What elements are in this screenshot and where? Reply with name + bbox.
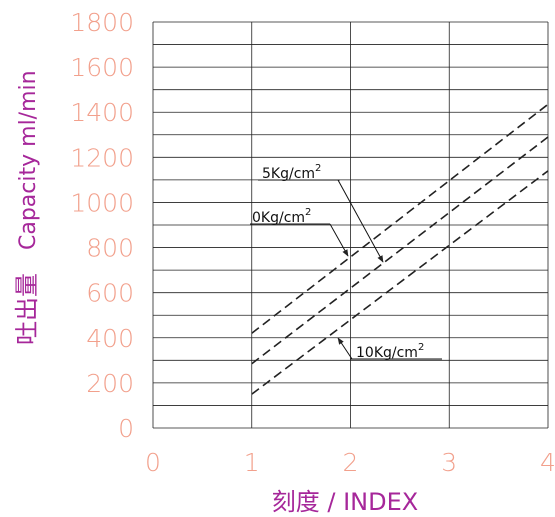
y-tick-label: 1800 — [70, 8, 134, 37]
annotation-sup: 2 — [315, 163, 321, 174]
annotation-text: 5Kg/cm — [262, 166, 315, 182]
y-axis-label-en: Capacity ml/min — [16, 70, 41, 250]
annotation-label: 5Kg/cm2 — [262, 163, 321, 182]
series-line — [251, 136, 549, 365]
annotation-leader — [337, 337, 353, 360]
annotation-leader — [329, 223, 349, 257]
annotation-sup: 2 — [418, 342, 424, 353]
x-axis-label: 刻度 / INDEX — [272, 488, 418, 516]
y-axis-label-zh: 吐出量 — [13, 273, 41, 345]
x-tick-labels: 0 1 2 3 4 — [145, 448, 555, 477]
annotation-sup: 2 — [305, 207, 311, 218]
y-tick-label: 1000 — [70, 188, 134, 217]
y-tick-label: 1200 — [70, 143, 134, 172]
y-tick-label: 0 — [118, 414, 134, 443]
y-tick-labels: 0 200 400 600 800 1000 1200 1400 1600 1800 — [70, 8, 134, 443]
y-tick-label: 1600 — [70, 53, 134, 82]
series-line — [251, 170, 549, 395]
series-line — [251, 103, 549, 334]
series-lines — [251, 103, 549, 395]
y-tick-label: 800 — [86, 234, 134, 263]
y-tick-label: 400 — [86, 324, 134, 353]
annotation-text: 0Kg/cm — [252, 210, 305, 226]
annotation-text: 10Kg/cm — [356, 345, 418, 361]
y-tick-label: 1400 — [70, 98, 134, 127]
x-tick-label: 1 — [244, 448, 260, 477]
x-tick-label: 2 — [343, 448, 359, 477]
annotation-label: 10Kg/cm2 — [356, 342, 424, 361]
x-tick-label: 3 — [441, 448, 457, 477]
annotation-label: 0Kg/cm2 — [252, 207, 311, 226]
annotation-leader — [337, 179, 384, 263]
x-tick-label: 0 — [145, 448, 161, 477]
x-tick-label: 4 — [540, 448, 555, 477]
grid — [152, 21, 549, 429]
y-tick-label: 600 — [86, 279, 134, 308]
y-tick-label: 200 — [86, 369, 134, 398]
